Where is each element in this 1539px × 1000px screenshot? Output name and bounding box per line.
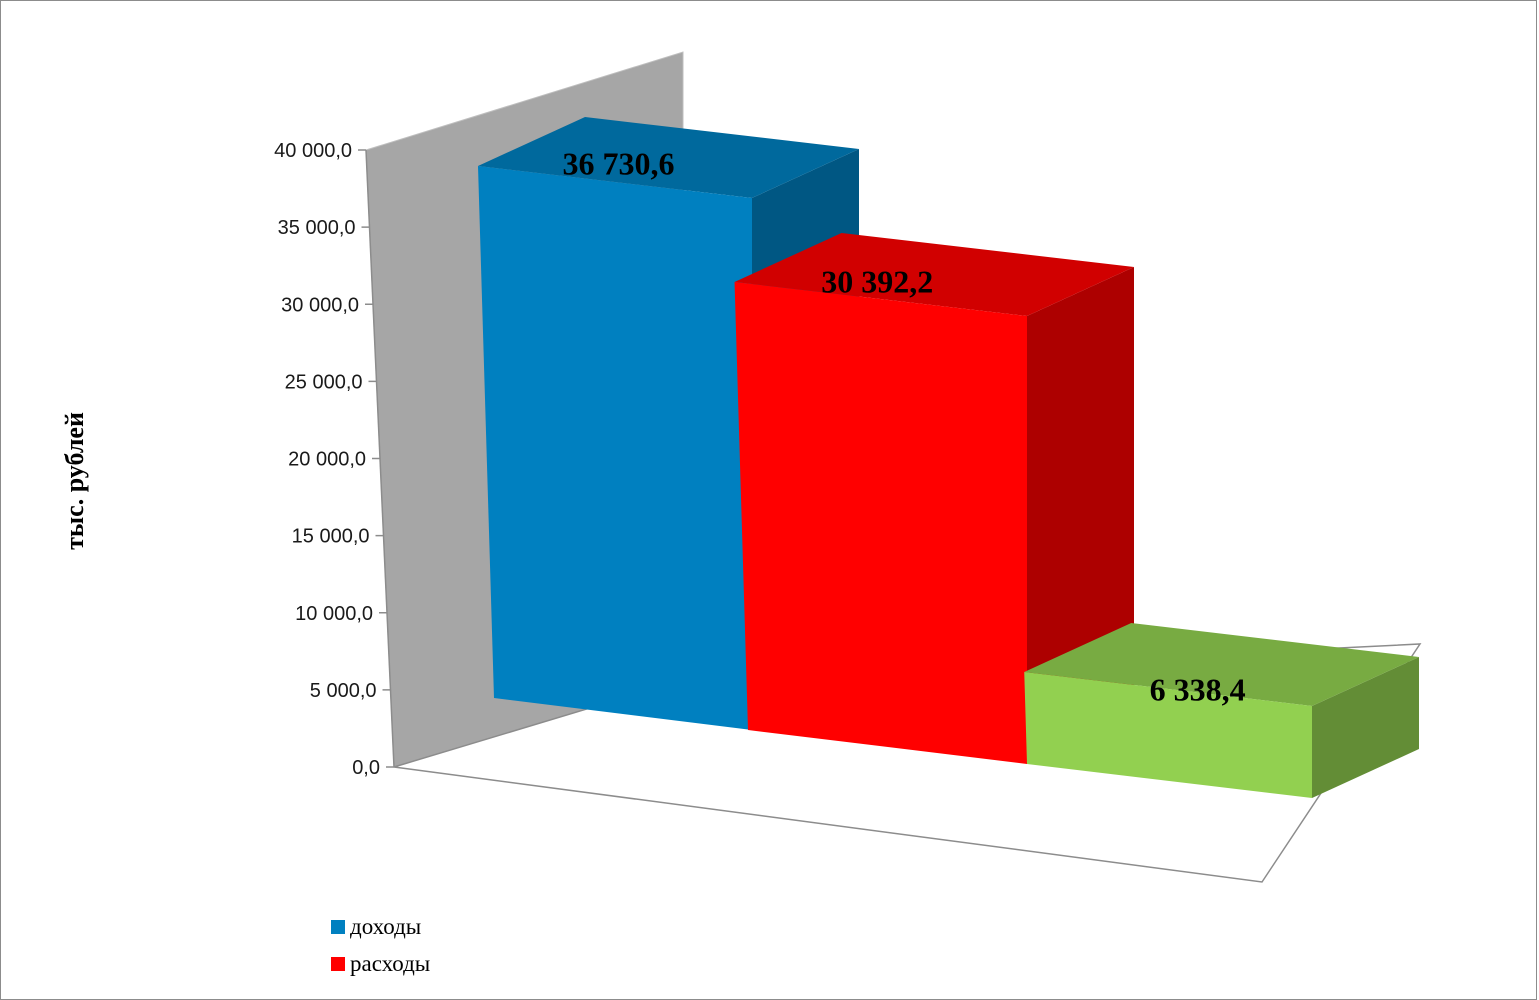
- data-label: 30 392,2: [821, 264, 933, 300]
- legend-swatch: [331, 920, 345, 934]
- y-tick-label: 35 000,0: [278, 217, 356, 239]
- bar-3: [1024, 623, 1419, 798]
- y-tick-label: 15 000,0: [292, 526, 370, 548]
- y-tick-label: 0,0: [352, 757, 380, 779]
- y-axis-title: тыс. рублей: [60, 412, 89, 550]
- bar-top-face: [734, 233, 1134, 316]
- y-tick-label: 30 000,0: [281, 294, 359, 316]
- bar-front-face: [1024, 672, 1312, 798]
- data-label: 6 338,4: [1150, 672, 1246, 708]
- legend-swatch: [331, 957, 345, 971]
- bar-top-face: [1024, 623, 1419, 706]
- bar-front-face: [478, 166, 752, 730]
- data-labels-group: 36 730,6 30 392,2 6 338,4: [563, 146, 1246, 708]
- legend-label: доходы: [350, 914, 421, 939]
- y-tick-label: 10 000,0: [295, 603, 373, 625]
- chart-legend: доходы расходы: [331, 914, 430, 976]
- y-tick-label: 5 000,0: [310, 680, 377, 702]
- y-tick-label: 20 000,0: [288, 449, 366, 471]
- bar-side-face: [1312, 657, 1419, 798]
- y-tick-label: 25 000,0: [285, 371, 363, 393]
- bars-group: [478, 117, 1419, 798]
- data-label: 36 730,6: [563, 146, 675, 182]
- bar-front-face: [734, 282, 1027, 764]
- legend-label: расходы: [350, 951, 430, 976]
- y-axis-ticks: 0,0 5 000,0 10 000,0 15 000,0 20 000,0 25 000…: [274, 140, 394, 779]
- y-tick-label: 40 000,0: [274, 140, 352, 162]
- bar-top-face: [478, 117, 859, 198]
